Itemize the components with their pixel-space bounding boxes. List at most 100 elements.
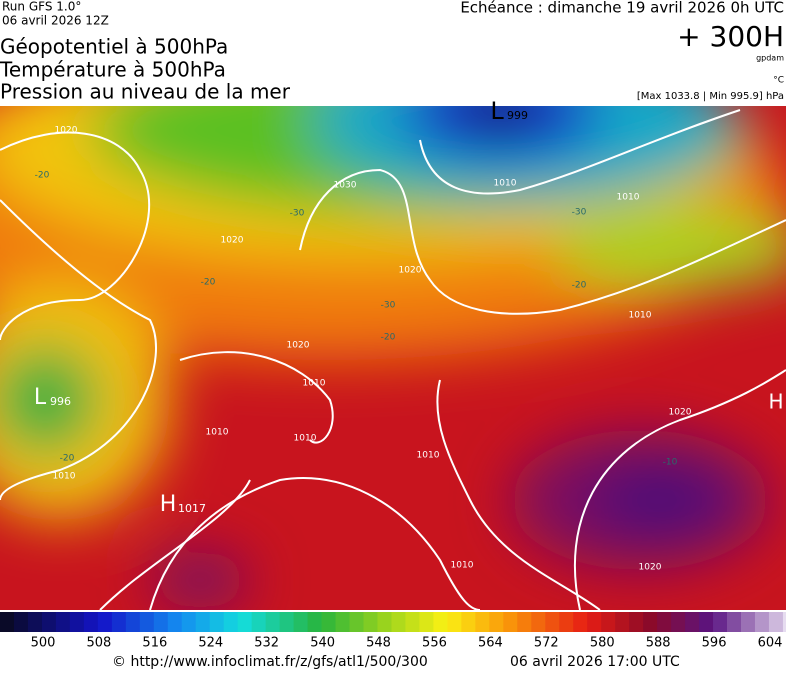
scale-swatch [727,612,742,632]
isobar-label: 1020 [639,563,662,573]
scale-swatch [251,612,267,632]
scale-swatch [768,612,784,632]
scale-swatch [139,612,155,632]
center-letter: H [160,492,177,517]
run-date: 06 avril 2026 12Z [2,14,109,28]
temperature-label: -20 [201,278,216,288]
scale-swatch [559,612,574,632]
unit: gpdam [756,54,784,63]
scale-swatch [55,612,71,632]
scale-label: 516 [142,636,167,651]
scale-swatch [279,612,295,632]
isobar-label: 1010 [617,193,640,203]
scale-swatch [629,612,644,632]
scale-swatch [181,612,197,632]
center-pressure: 1017 [178,502,206,515]
scale-label: 556 [422,636,447,651]
isobars [0,109,786,610]
isobar-label: 1020 [55,126,78,136]
scale-swatch [27,612,43,632]
isobar-label: 1010 [417,451,440,461]
scale-swatch [153,612,169,632]
scale-label: 572 [534,636,559,651]
title: Géopotentiel à 500hPa [0,35,228,59]
pressure-range: [Max 1033.8 | Min 995.9] hPa [637,91,784,102]
title: Pression au niveau de la mer [0,80,291,104]
scale-swatch [321,612,337,632]
scale-swatch [363,612,378,632]
scale-label: 604 [758,636,783,651]
scale-swatch [531,612,546,632]
scale-label: 540 [310,636,335,651]
scale-swatch [643,612,658,632]
isobar-label: 1020 [287,341,310,351]
scale-swatch [111,612,127,632]
scale-swatch [209,612,225,632]
temperature-label: -20 [35,171,50,181]
scale-swatch [740,612,756,632]
scale-swatch [349,612,364,632]
scale-label: 524 [198,636,223,651]
isobar-label: 1030 [334,181,357,191]
scale-swatch [545,612,560,632]
center-letter: L [490,97,504,125]
scale-swatch [587,612,602,632]
scale-swatch [573,612,588,632]
scale-swatch [167,612,183,632]
scale-swatch [377,612,392,632]
scale-swatch [419,612,434,632]
scale-swatch [433,612,448,632]
temperature-label: -30 [572,208,587,218]
isobar-label: 1020 [669,408,692,418]
isobar-label: 1010 [206,428,229,438]
scale-swatch [461,612,476,632]
center-letter: L [34,385,47,410]
scale-swatch [125,612,141,632]
center-pressure: 999 [507,109,528,122]
isobar-label: 1010 [629,311,652,321]
scale-swatch [13,612,29,632]
scale-label: 596 [702,636,727,651]
scale-label: 580 [590,636,615,651]
isobar-label: 1010 [494,179,517,189]
isobar-label: 1010 [53,472,76,482]
scale-swatch [699,612,714,632]
scale-swatch [685,612,700,632]
scale-swatch [0,612,15,632]
scale-swatch [97,612,113,632]
temperature-label: -20 [381,333,396,343]
temperature-label: -30 [381,301,396,311]
echeance: Echéance : dimanche 19 avril 2026 0h UTC [460,0,784,17]
scale-swatch [601,612,616,632]
temperature-label: -20 [60,454,75,464]
center-letter: H [768,390,783,414]
scale-label: 500 [31,636,56,651]
scale-swatch [307,612,323,632]
scale-label: 548 [366,636,391,651]
scale-swatch [83,612,99,632]
scale-label: 508 [87,636,112,651]
isobar-label: 1010 [303,379,326,389]
temperature-label: -20 [572,281,587,291]
scale-swatch [489,612,504,632]
temperature-label: -30 [290,209,305,219]
isobar-label: 1020 [221,236,244,246]
isobar-label: 1010 [294,434,317,444]
scale-swatch [391,612,406,632]
scale-swatch [69,612,85,632]
scale-swatch [223,612,239,632]
run: Run GFS 1.0° [2,0,81,14]
scale-swatch [503,612,518,632]
scale-label: 588 [646,636,671,651]
scale-swatch [782,612,786,632]
scale-swatch [293,612,309,632]
scale-swatch [405,612,420,632]
scale-swatch [41,612,57,632]
scale-swatch [447,612,462,632]
temperature-label: -10 [663,458,678,468]
scale-swatch [335,612,351,632]
scale-swatch [475,612,490,632]
scale-swatch [517,612,532,632]
lead-time: + 300H [677,20,784,53]
scale-swatch [265,612,281,632]
